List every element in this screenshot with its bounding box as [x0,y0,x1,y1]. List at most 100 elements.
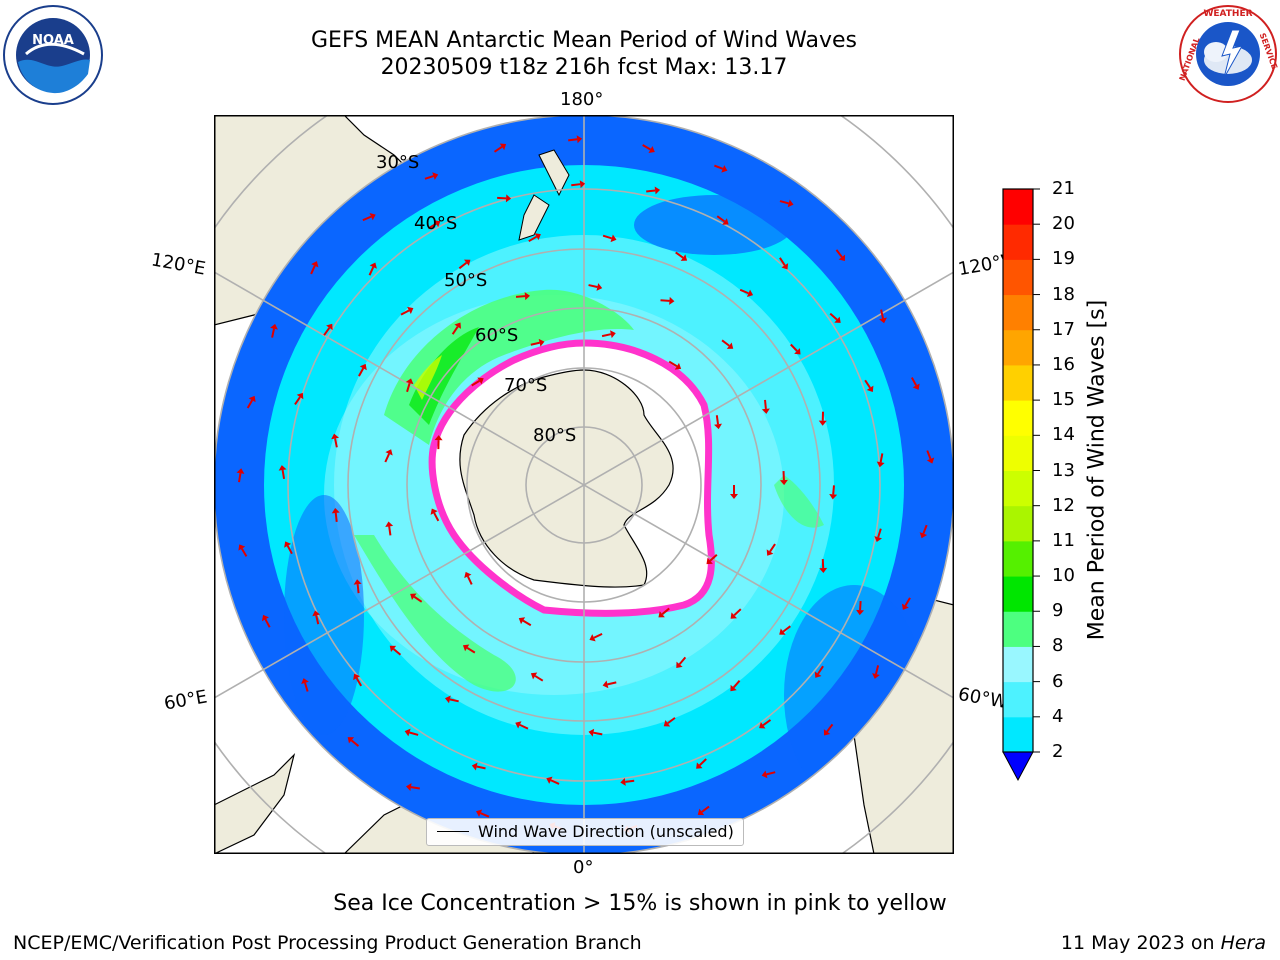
wind-arrow-head [746,289,754,297]
colorbar-swatch [1003,400,1033,436]
wind-arrow-head [926,457,935,464]
colorbar-tick-label: 9 [1052,600,1064,622]
wind-arrow-shaft [721,339,730,347]
wind-arrow-head [385,449,393,456]
wind-arrow-head [761,770,768,779]
wind-arrow-shaft [458,261,468,270]
wind-arrow-shaft [466,575,473,585]
lat-label-70s: 70°S [504,375,548,396]
wind-arrow-shaft [910,377,918,386]
wind-arrow-head [874,536,883,543]
colorbar [1002,188,1040,782]
wind-arrow-head [261,614,269,622]
branch-caption: NCEP/EMC/Verification Post Processing Pr… [13,932,642,954]
wind-arrow-head [781,263,789,270]
wind-arrow-head [761,408,770,414]
wind-arrow-shaft [879,453,884,463]
wind-arrow-shaft [766,771,776,776]
wind-arrow-shaft [388,526,392,536]
wind-arrow-head [534,233,541,241]
wind-arrows [236,135,935,833]
wind-arrow-shaft [358,367,365,377]
wind-arrow-shaft [493,145,503,153]
lon-label-0: 0° [573,857,594,878]
lat-label-40s: 40°S [414,213,458,234]
wind-arrow-shaft [368,266,375,276]
wind-arrow-shaft [790,343,798,352]
wind-arrow-head [312,610,321,617]
wind-arrow-head [369,262,377,269]
wind-arrow-head [872,673,880,679]
wind-arrow-head [787,199,794,208]
wind-arrow-shaft [714,164,724,170]
wind-arrow-shaft [571,183,581,187]
wind-arrow-head [674,362,682,370]
wind-arrow-head [759,721,766,729]
colorbar-tick-label: 21 [1052,178,1075,199]
wind-arrow-shaft [607,681,617,686]
wind-arrow-shaft [424,175,434,180]
wind-arrow-head [669,296,675,305]
wind-arrow-head [433,220,441,228]
wind-arrow-shaft [709,553,718,562]
wind-arrow-shaft [782,625,791,633]
wind-arrow-head [326,323,333,331]
date-caption: 11 May 2023 on Hera [1061,932,1266,954]
lon-label-60e: 60°E [162,686,209,715]
wind-arrow-shaft [476,765,486,770]
colorbar-swatch [1003,189,1033,225]
wind-arrow-shaft [642,144,651,151]
wind-arrow-shaft [733,608,742,617]
wind-arrow-shaft [880,309,884,319]
wind-arrow-shaft [246,399,254,409]
wind-arrow-head [463,259,471,266]
wind-arrow-head [779,628,786,635]
wind-arrow-shaft [406,382,411,393]
lon-label-120e: 120°E [149,249,208,280]
wind-arrow-shaft [625,779,635,783]
wind-arrow-head [696,762,703,769]
wind-arrow-head [385,521,394,527]
wind-arrow-head [714,423,722,430]
graticule [214,115,954,854]
wind-arrow-head [834,316,841,323]
wind-arrow-head [912,383,920,390]
map-legend: Wind Wave Direction (unscaled) [426,818,744,846]
wind-arrow-shaft [480,812,490,818]
wind-arrow-shaft [661,607,670,615]
wind-arrow-shaft [660,299,670,302]
colorbar-tick-label: 19 [1052,248,1075,270]
wind-arrow-shaft [922,524,928,534]
wind-arrow-shaft [413,595,423,603]
wind-arrow-shaft [384,453,390,463]
wind-arrow-shaft [829,312,838,321]
wind-arrow-head [726,342,734,349]
wind-arrow-shaft [534,675,544,682]
wind-arrow-head [444,695,451,704]
wind-arrow-head [876,461,885,468]
wind-arrow-head [331,433,339,440]
wind-arrow-head [347,737,355,744]
wind-arrow-head [697,808,705,816]
green-swath-north [384,289,634,445]
wind-arrow-head [838,254,846,262]
wind-arrow-head [879,317,887,324]
colorbar-tick-label: 10 [1052,565,1075,587]
wind-arrow-head [730,612,737,619]
wind-arrow-shaft [334,438,338,448]
wind-arrow-head [238,544,246,551]
wind-arrow-shaft [588,284,598,288]
colorbar-tick-label: 13 [1052,459,1075,481]
wind-arrow-shaft [667,717,676,725]
wind-arrow-head [369,212,376,221]
wind-arrow-head [518,617,526,625]
wind-arrow-shaft [715,415,720,425]
map-panel [214,115,954,854]
colorbar-tick-label: 12 [1052,494,1075,516]
noaa-logo: NOAA [3,5,103,105]
colorbar-swatch [1003,259,1033,296]
wind-arrow-head [663,720,671,727]
lat-label-30s: 30°S [376,152,420,173]
wind-arrow-head [901,603,909,610]
wind-arrow-shaft [471,380,480,387]
